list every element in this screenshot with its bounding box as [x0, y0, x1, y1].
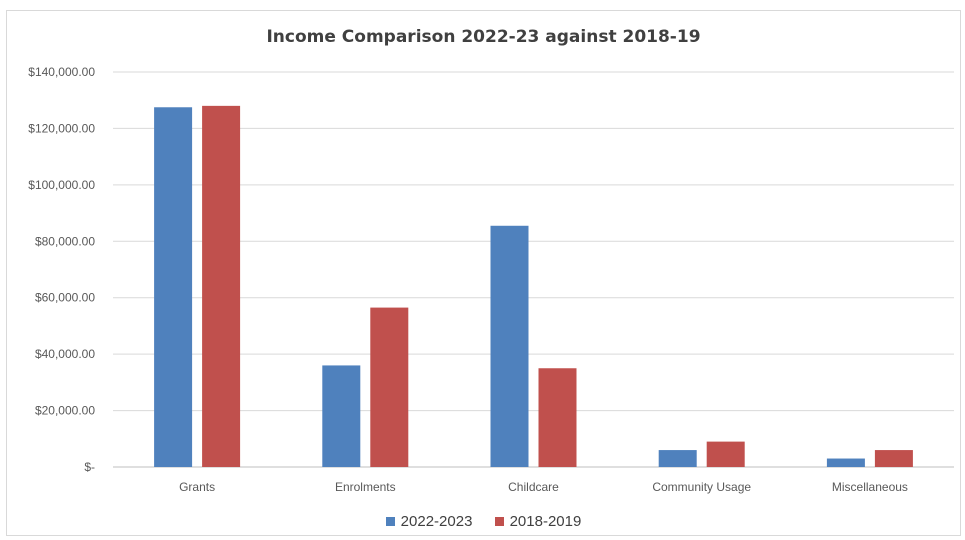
bar-grants-2022-2023 — [154, 107, 193, 468]
x-tick-label-grants: Grants — [179, 480, 215, 494]
legend-swatch-2018-2019 — [494, 517, 504, 526]
y-tick-label: $- — [84, 460, 95, 474]
chart-title: Income Comparison 2022-23 against 2018-1… — [266, 27, 701, 47]
bar-miscellaneous-2018-2019 — [874, 450, 913, 467]
bar-community-usage-2018-2019 — [706, 441, 745, 467]
y-tick-label: $60,000.00 — [35, 291, 95, 305]
plot-area: $- $20,000.00 $40,000.00 $60,000.00 $80,000.… — [28, 65, 954, 494]
y-tick-label: $140,000.00 — [28, 65, 95, 79]
bar-enrolments-2018-2019 — [370, 307, 409, 467]
legend: 2022-2023 2018-2019 — [7, 513, 960, 530]
legend-item-2018-2019: 2018-2019 — [494, 513, 582, 530]
legend-swatch-2022-2023 — [385, 517, 395, 526]
bar-childcare-2022-2023 — [490, 225, 529, 467]
bar-miscellaneous-2022-2023 — [826, 458, 865, 467]
bar-childcare-2018-2019 — [538, 368, 577, 467]
y-tick-label: $120,000.00 — [28, 121, 95, 135]
x-tick-label-childcare: Childcare — [508, 480, 559, 494]
y-tick-label: $80,000.00 — [35, 234, 95, 248]
x-tick-label-community-usage: Community Usage — [652, 480, 751, 494]
x-tick-label-enrolments: Enrolments — [335, 480, 396, 494]
y-tick-label: $40,000.00 — [35, 347, 95, 361]
bar-enrolments-2022-2023 — [322, 365, 361, 467]
legend-item-2022-2023: 2022-2023 — [385, 513, 473, 530]
y-tick-label: $20,000.00 — [35, 404, 95, 418]
chart-container: Income Comparison 2022-23 against 2018-1… — [6, 10, 961, 536]
legend-label-2022-2023: 2022-2023 — [400, 513, 473, 530]
bar-grants-2018-2019 — [202, 105, 241, 467]
x-tick-label-miscellaneous: Miscellaneous — [832, 480, 908, 494]
bar-community-usage-2022-2023 — [658, 450, 697, 467]
legend-label-2018-2019: 2018-2019 — [509, 513, 582, 530]
y-tick-label: $100,000.00 — [28, 178, 95, 192]
